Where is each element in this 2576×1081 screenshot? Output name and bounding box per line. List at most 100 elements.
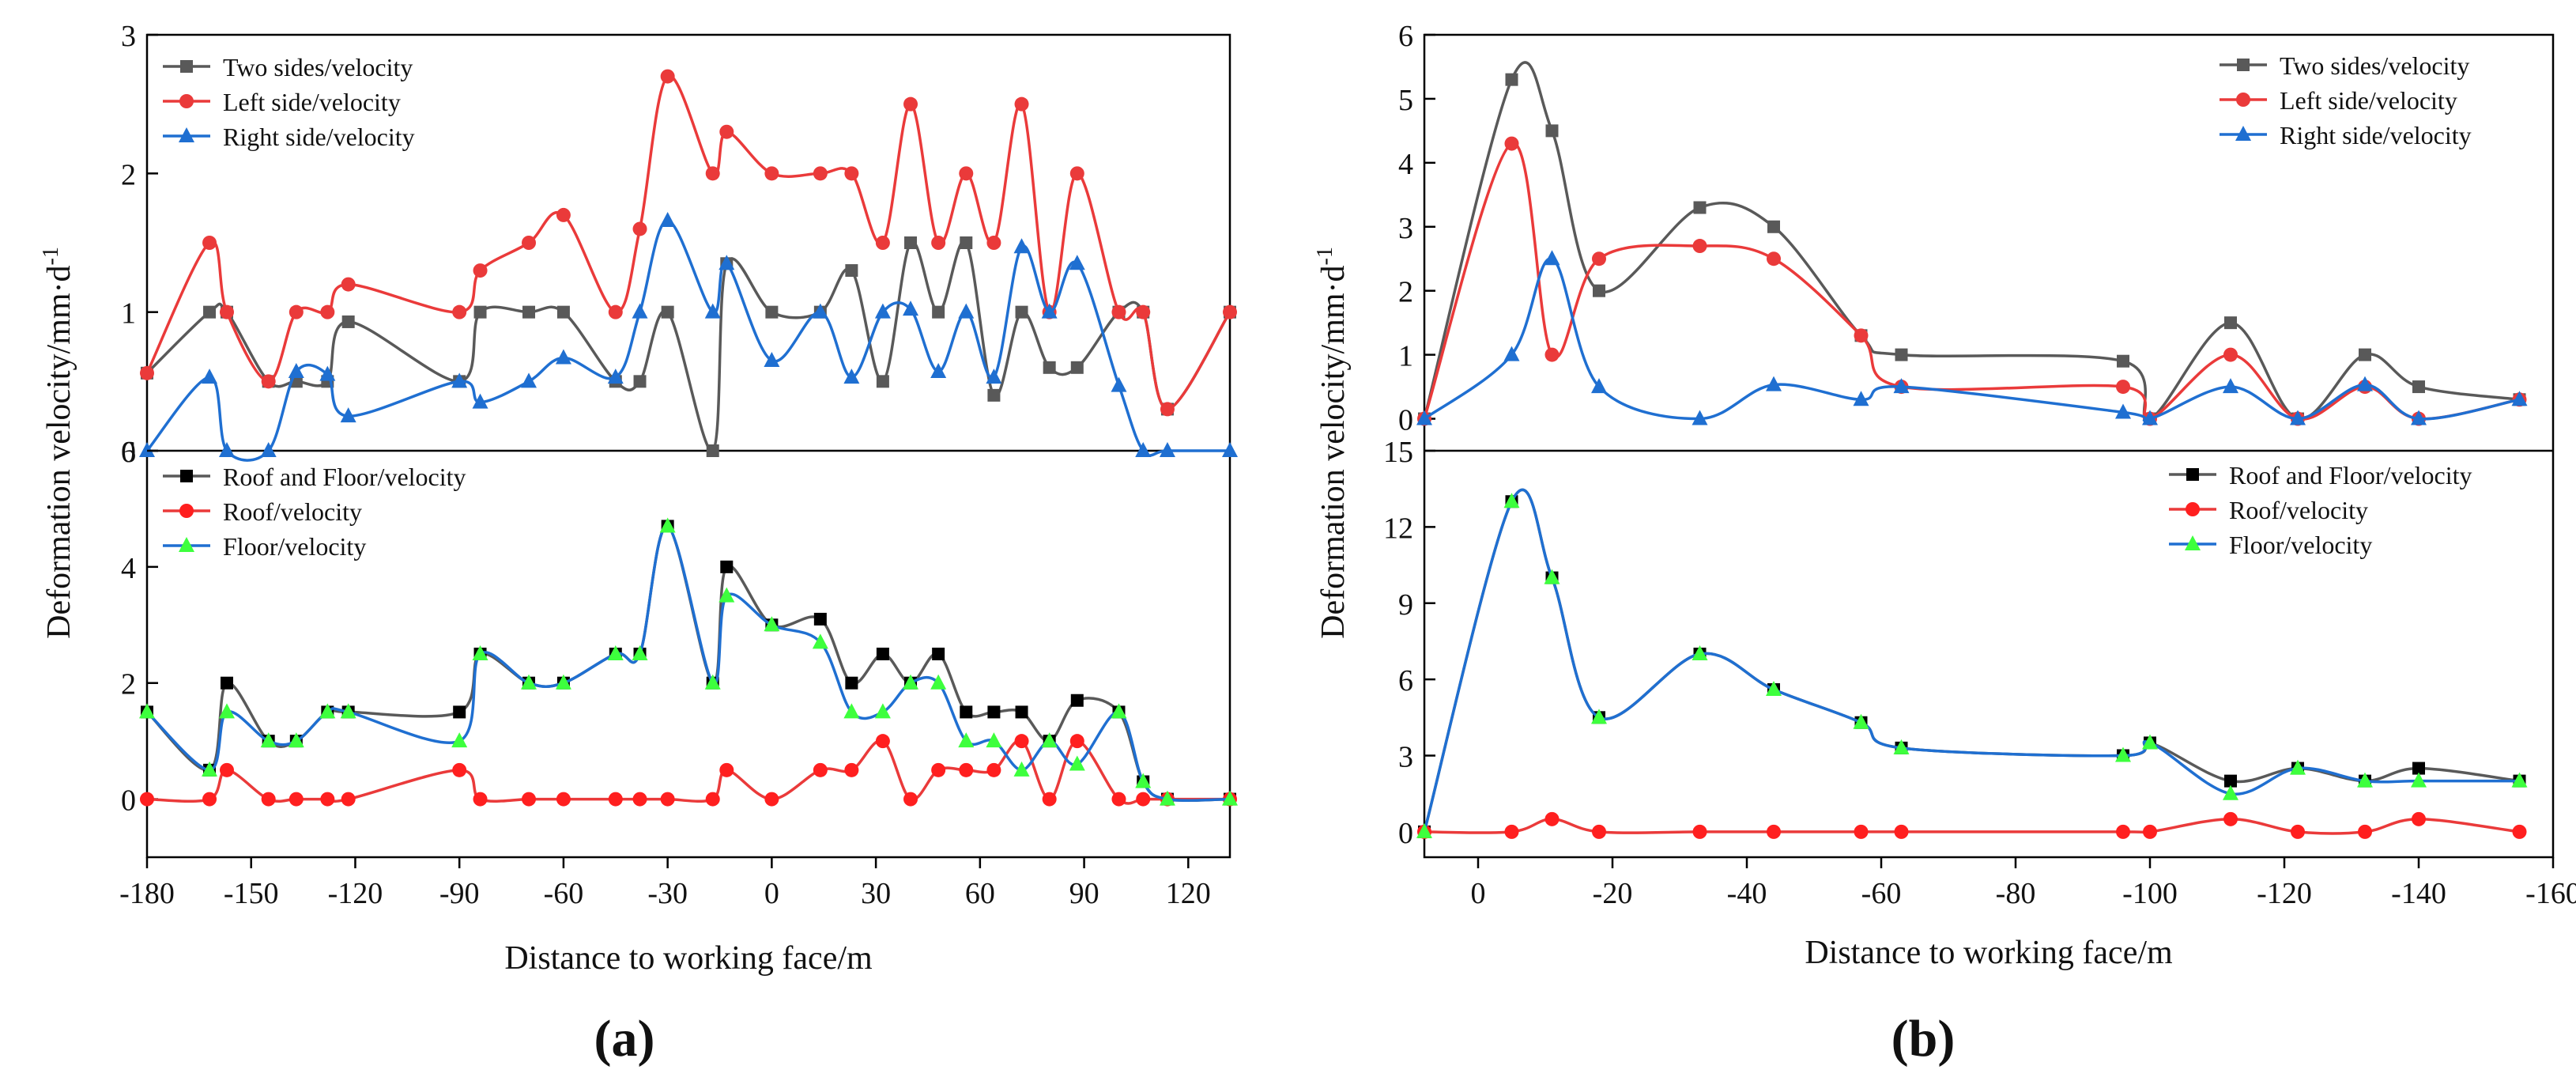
data-point: [2412, 380, 2425, 394]
data-point: [706, 444, 719, 457]
data-point: [1416, 410, 1432, 425]
data-point: [288, 732, 304, 748]
legend-marker: [179, 127, 194, 142]
data-point: [556, 207, 571, 222]
data-point: [521, 674, 537, 690]
data-point: [607, 645, 624, 660]
y-axis-title-a: Deformation velocity/mm·d-1: [39, 247, 78, 639]
data-point: [932, 305, 945, 319]
data-point: [2142, 410, 2158, 425]
data-point: [1135, 773, 1152, 788]
series-roof-velocity: [140, 734, 1237, 807]
data-point: [987, 388, 1001, 402]
legend-marker: [179, 537, 194, 552]
data-point: [1544, 811, 1560, 826]
data-point: [764, 166, 779, 181]
data-point: [958, 732, 975, 748]
data-point: [522, 792, 537, 807]
y-tick-label: 4: [121, 552, 136, 585]
legend-label: Roof/velocity: [223, 497, 362, 526]
data-point: [341, 792, 356, 807]
x-tick-label: -60: [544, 877, 584, 910]
x-tick-label: -80: [1996, 877, 2036, 910]
data-point: [1766, 680, 1782, 696]
x-tick-label: 0: [764, 877, 779, 910]
data-point: [202, 236, 217, 250]
legend-marker: [2186, 502, 2200, 516]
panel-label-b: (b): [1891, 1010, 1956, 1068]
data-point: [1069, 755, 1085, 771]
series-roof-velocity: [1417, 811, 2527, 839]
data-point: [632, 221, 647, 236]
data-point: [2290, 410, 2306, 425]
data-point: [2290, 759, 2306, 775]
legend-marker: [179, 504, 194, 518]
y-axis-title-b: Deformation velocity/mm·d-1: [1313, 247, 1352, 639]
data-point: [1854, 824, 1869, 839]
data-point: [1222, 442, 1238, 457]
data-point: [139, 703, 155, 719]
data-point: [843, 703, 860, 719]
data-point: [472, 645, 488, 660]
y-tick-label: 3: [1398, 212, 1413, 245]
data-point: [261, 792, 276, 807]
data-point: [876, 648, 889, 660]
data-point: [986, 762, 1001, 777]
data-point: [812, 633, 828, 649]
y-tick-label: 15: [1383, 436, 1413, 469]
data-point: [1853, 713, 1869, 729]
series-line: [145, 74, 1231, 411]
x-tick-label: -140: [2391, 877, 2446, 910]
legend-label: Two sides/velocity: [223, 53, 413, 81]
data-point: [1014, 734, 1029, 749]
data-point: [2115, 403, 2131, 419]
data-point: [986, 732, 1002, 748]
data-point: [2512, 824, 2527, 839]
data-point: [260, 442, 277, 457]
data-point: [1853, 391, 1869, 406]
series-two-sides-velocity: [1418, 61, 2526, 425]
data-point: [2224, 774, 2237, 788]
data-point: [2117, 354, 2129, 368]
data-point: [319, 365, 336, 381]
plot-b-bottom: 0 3 6 9 12 15 0 -20 -40 -60 -80 -100 -120 -140 -160 Roo…: [1383, 436, 2576, 910]
data-point: [556, 792, 571, 807]
data-point: [289, 792, 304, 807]
legend-marker: [180, 60, 193, 73]
data-point: [903, 674, 919, 690]
data-point: [1223, 304, 1237, 319]
data-point: [1544, 250, 1560, 266]
data-point: [2142, 734, 2158, 750]
data-point: [2115, 746, 2131, 762]
data-point: [987, 705, 1001, 719]
legend-label: Roof/velocity: [2229, 496, 2368, 524]
data-point: [452, 762, 467, 777]
series-line: [145, 219, 1230, 462]
data-point: [452, 304, 467, 319]
data-point: [2411, 772, 2427, 788]
data-point: [473, 792, 488, 807]
data-point: [704, 303, 721, 319]
x-tick-label: -20: [1593, 877, 1633, 910]
x-axis-title-b: Distance to working face/m: [1805, 935, 2173, 971]
data-point: [1693, 201, 1707, 214]
data-point: [2511, 391, 2528, 406]
data-point: [220, 676, 233, 690]
data-point: [219, 762, 234, 777]
data-point: [1692, 645, 1708, 660]
data-point: [140, 365, 154, 380]
data-point: [1692, 239, 1707, 254]
data-point: [2223, 378, 2238, 394]
series-floor-velocity: [1416, 488, 2528, 838]
data-point: [874, 303, 891, 319]
data-point: [845, 676, 858, 690]
plot-a-bottom: 0 2 4 6 -180 -150 -120 -90 -60 -30 0 30 60 90 120 Roof …: [119, 436, 1238, 910]
x-tick-label: -120: [2257, 877, 2312, 910]
data-point: [453, 705, 466, 719]
data-point: [659, 517, 676, 533]
y-tick-label: 2: [1398, 276, 1413, 309]
data-point: [2511, 772, 2528, 788]
data-point: [320, 792, 335, 807]
data-point: [960, 236, 973, 249]
data-point: [958, 303, 975, 319]
